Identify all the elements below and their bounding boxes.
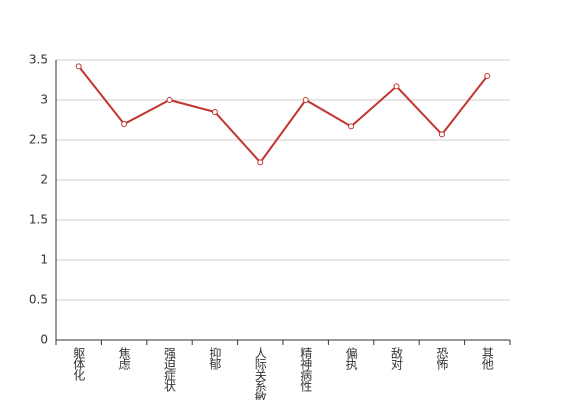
y-tick-label: 2 (40, 173, 48, 187)
y-tick-label: 1.5 (29, 213, 48, 227)
x-tick-label: 恐怖 (435, 347, 449, 370)
point (166, 97, 173, 103)
y-tick-label: 2.5 (29, 133, 48, 147)
y-tick-label: 3.5 (29, 53, 48, 67)
point (211, 109, 218, 115)
y-tick-label: 3 (40, 93, 48, 107)
x-tick-label: 人际关系敏感 (253, 347, 267, 400)
y-tick-label: 0 (40, 333, 48, 347)
x-tick-label: 焦虑 (117, 347, 131, 370)
point (75, 63, 82, 70)
x-tick-label: 敌对 (390, 346, 404, 370)
y-tick-label: 1 (40, 253, 48, 267)
point (121, 121, 128, 127)
y-tick-label: 0.5 (29, 293, 48, 307)
x-tick-label: 偏执 (344, 346, 358, 371)
x-tick-label: 强迫症状 (163, 347, 177, 392)
point (348, 123, 355, 130)
point (484, 73, 491, 79)
x-tick-label: 精神病性 (299, 347, 313, 393)
point (302, 97, 309, 103)
line (77, 65, 489, 164)
point (438, 131, 445, 138)
point (257, 159, 264, 166)
point (393, 83, 400, 90)
x-tick-label: 抑郁 (208, 346, 222, 371)
x-tick-label: 躯体化 (72, 346, 86, 382)
x-tick-label: 其他 (480, 347, 494, 370)
